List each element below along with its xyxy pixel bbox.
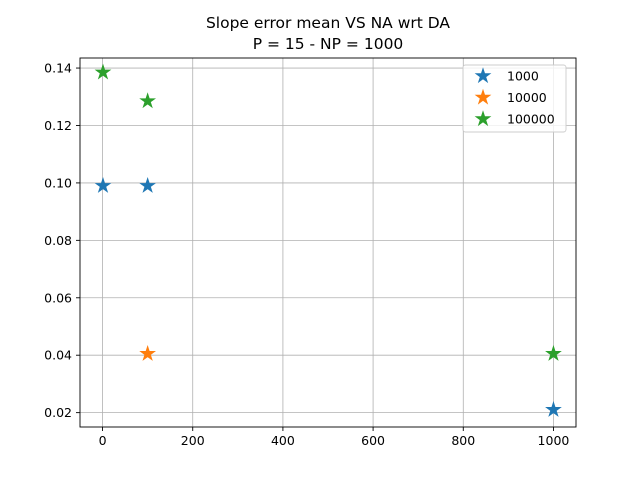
y-tick-label: 0.12 <box>44 118 72 133</box>
x-tick-label: 600 <box>361 433 385 448</box>
grid <box>80 58 576 427</box>
legend: 1000 10000 100000 <box>462 64 567 133</box>
x-tick-label: 0 <box>99 433 107 448</box>
legend-marker-star <box>474 67 492 84</box>
chart-title: Slope error mean VS NA wrt DA <box>206 14 450 32</box>
y-tick-label: 0.02 <box>44 405 72 420</box>
x-tick-label: 400 <box>271 433 295 448</box>
y-tick-label: 0.08 <box>44 233 72 248</box>
data-point-star <box>139 176 157 193</box>
x-tick-label: 200 <box>181 433 205 448</box>
data-point-star <box>139 344 157 361</box>
legend-marker-star <box>474 110 492 127</box>
x-tick-label: 1000 <box>538 433 570 448</box>
y-tick-label: 0.14 <box>44 61 72 76</box>
data-points <box>94 63 562 417</box>
data-point-star <box>94 176 112 193</box>
legend-box <box>462 64 567 133</box>
y-tick-label: 0.10 <box>44 175 72 190</box>
legend-label: 1000 <box>507 69 539 84</box>
y-tick-label: 0.06 <box>44 290 72 305</box>
data-point-star <box>545 400 562 417</box>
plot-frame <box>79 57 577 428</box>
data-point-star <box>139 92 157 109</box>
legend-marker-star <box>474 88 492 105</box>
y-tick-label: 0.04 <box>44 348 72 363</box>
data-point-star <box>94 63 112 80</box>
legend-label: 100000 <box>507 112 555 127</box>
legend-label: 10000 <box>507 90 547 105</box>
data-point-star <box>545 344 562 361</box>
axes: 0 200 400 600 800 1000 0.02 0.04 0.06 0.08 0.10 0.1… <box>44 57 577 448</box>
chart-subtitle: P = 15 - NP = 1000 <box>253 35 404 53</box>
x-tick-label: 800 <box>451 433 475 448</box>
